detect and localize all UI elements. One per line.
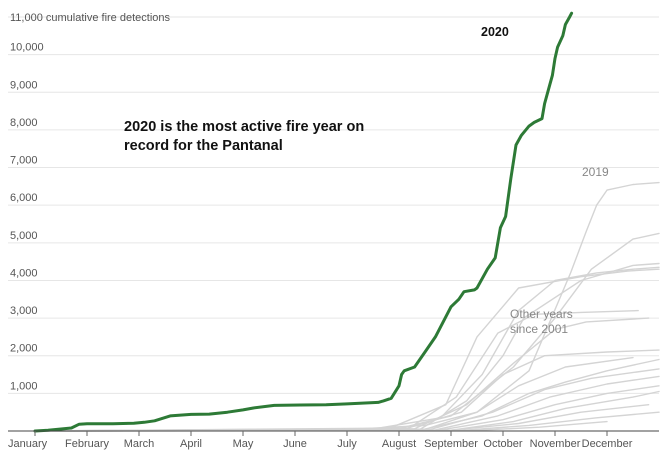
y-tick-label-2000: 2,000 (10, 343, 38, 355)
x-tick-label-august: August (382, 438, 416, 450)
label-other-years-1: Other years (510, 307, 573, 321)
label-other-years-2: since 2001 (510, 322, 568, 336)
y-tick-label-1000: 1,000 (10, 380, 38, 392)
x-tick-label-april: April (180, 438, 202, 450)
series-line-other-3 (34, 268, 660, 432)
y-tick-label-7000: 7,000 (10, 155, 38, 167)
series-line-other-8 (34, 356, 634, 432)
other-years-lines (34, 181, 660, 432)
x-tick-label-october: October (483, 438, 522, 450)
x-tick-label-january: January (8, 438, 48, 450)
series-line-other-4 (34, 232, 660, 432)
series-line-other-14 (34, 404, 650, 432)
y-tick-label-4000: 4,000 (10, 267, 38, 279)
x-tick-label-july: July (337, 438, 357, 450)
x-tick-label-may: May (233, 438, 254, 450)
x-tick-label-december: December (582, 438, 633, 450)
headline-line-1: 2020 is the most active fire year on (124, 119, 364, 135)
highlight-year-line (33, 11, 574, 433)
gridlines (8, 16, 659, 394)
y-axis-labels: 1,000 2,000 3,000 4,000 5,000 6,000 7,000 8,000… (10, 42, 44, 393)
y-tick-label-3000: 3,000 (10, 305, 38, 317)
y-tick-label-10000: 10,000 (10, 42, 44, 54)
y-tick-label-9000: 9,000 (10, 79, 38, 91)
label-2020: 2020 (481, 25, 509, 39)
series-line-other-2 (34, 266, 660, 432)
x-tick-label-february: February (65, 438, 110, 450)
series-line-other-7 (34, 349, 660, 432)
label-2019: 2019 (582, 165, 609, 179)
x-tick-label-march: March (124, 438, 155, 450)
y-tick-label-6000: 6,000 (10, 192, 38, 204)
y-tick-label-5000: 5,000 (10, 230, 38, 242)
series-line-2019 (34, 181, 660, 432)
series-line-other-17 (34, 262, 660, 432)
y-axis-title: 11,000 cumulative fire detections (10, 12, 170, 24)
y-tick-label-8000: 8,000 (10, 117, 38, 129)
headline-line-2: record for the Pantanal (124, 138, 283, 154)
series-line-other-9 (34, 358, 660, 432)
x-tick-label-june: June (283, 438, 307, 450)
series-line-2020 (33, 11, 574, 433)
x-axis: January February March April May June July Augu… (8, 430, 659, 450)
x-tick-label-september: September (424, 438, 478, 450)
x-tick-label-november: November (530, 438, 581, 450)
